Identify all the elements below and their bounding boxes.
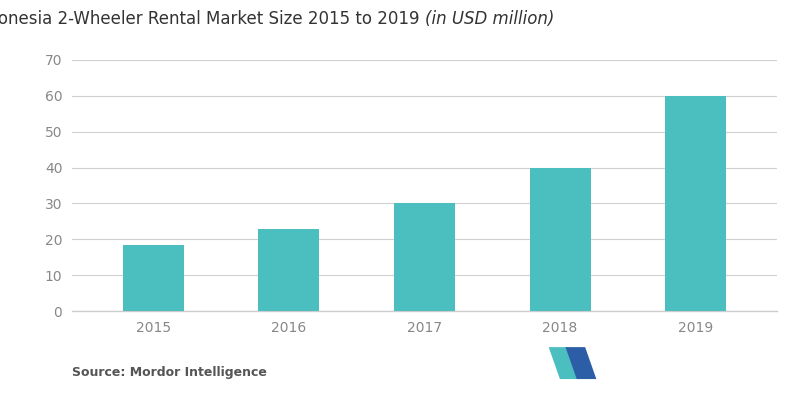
Bar (394, 203, 455, 311)
Text: Indonesia 2-Wheeler Rental Market Size 2015 to 2019: Indonesia 2-Wheeler Rental Market Size 2… (0, 10, 425, 28)
Bar (259, 229, 320, 311)
Text: (in USD million): (in USD million) (425, 10, 554, 28)
Polygon shape (566, 347, 597, 379)
Bar (529, 168, 590, 311)
Polygon shape (549, 347, 580, 379)
Bar (123, 245, 184, 311)
Text: Source: Mordor Intelligence: Source: Mordor Intelligence (72, 366, 267, 379)
Bar (665, 96, 727, 311)
